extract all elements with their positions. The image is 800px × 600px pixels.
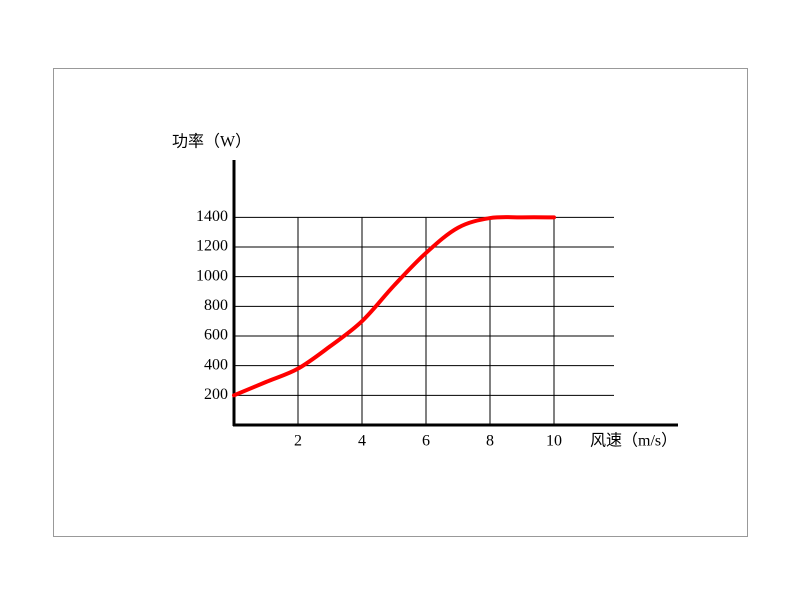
- y-tick-label: 400: [204, 356, 228, 373]
- line-series: [232, 215, 556, 398]
- x-tick-label: 4: [358, 433, 366, 450]
- y-tick-label: 1400: [196, 208, 228, 225]
- x-tick-label: 10: [546, 433, 562, 450]
- y-tick-label: 1000: [196, 267, 228, 284]
- y-tick-label: 1200: [196, 238, 228, 255]
- y-tick-label: 600: [204, 327, 228, 344]
- frame: [53, 68, 748, 537]
- x-axis-label: 风速（m/s）: [590, 432, 677, 450]
- y-tick-label: 800: [204, 297, 228, 314]
- x-tick-label: 2: [294, 433, 302, 450]
- y-tick-label: 200: [204, 386, 228, 403]
- x-tick-label: 8: [486, 433, 494, 450]
- y-axis-label: 功率（W）: [172, 133, 251, 151]
- x-tick-label: 6: [422, 433, 430, 450]
